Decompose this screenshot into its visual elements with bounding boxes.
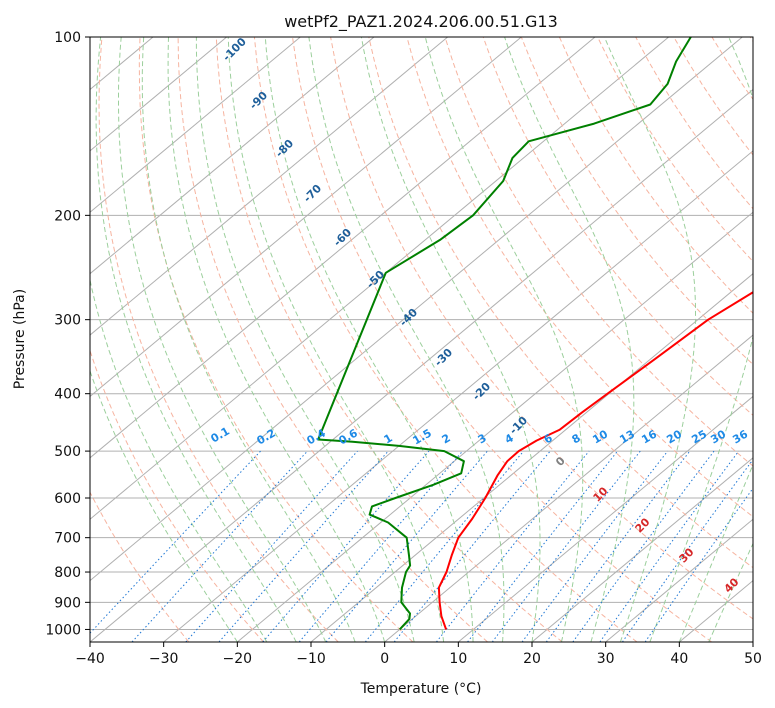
isotherm-line xyxy=(90,37,227,152)
moist-adiabat-line xyxy=(227,37,445,642)
mixing-ratio-line xyxy=(572,450,715,642)
mixing-ratio-line xyxy=(90,450,261,634)
isotherm-line xyxy=(90,37,375,275)
x-axis-label: Temperature (°C) xyxy=(360,681,482,697)
isotherm-line xyxy=(163,150,753,642)
isotherm-line xyxy=(90,37,522,398)
isotherm-lines xyxy=(90,37,753,642)
y-tick-label: 200 xyxy=(54,208,81,224)
moist-adiabat-line xyxy=(118,37,327,642)
mixing-ratio-line xyxy=(521,450,669,642)
moist-adiabat-line xyxy=(424,37,584,642)
dry-adiabat-line xyxy=(292,37,712,642)
x-tick-label: 20 xyxy=(523,651,541,667)
moist-adiabat-line xyxy=(90,369,238,642)
mixing-ratio-line xyxy=(325,450,488,642)
isotherm-line xyxy=(605,518,753,642)
moist-adiabat-line xyxy=(264,37,474,642)
moist-adiabat-line xyxy=(649,37,753,642)
x-tick-label: 30 xyxy=(597,651,615,667)
plot-area: -100-90-80-70-60-50-40-30-20-100.1 0.2 0.4… xyxy=(90,37,753,642)
dry-adiabat-line xyxy=(177,37,488,642)
dry-adiabat-line xyxy=(215,37,563,642)
temperature-profile-line xyxy=(437,291,753,630)
y-tick-label: 1000 xyxy=(45,622,81,638)
y-axis-label: Pressure (hPa) xyxy=(12,289,28,389)
dry-adiabat-line xyxy=(444,37,753,467)
y-tick-label: 600 xyxy=(54,491,81,507)
moist-adiabat-line xyxy=(504,37,635,642)
x-tick-label: −20 xyxy=(223,651,253,667)
dry-adiabat-line xyxy=(520,37,753,366)
mixing-ratio-line xyxy=(393,450,551,642)
moist-adiabat-line xyxy=(95,37,297,642)
moist-adiabat-line xyxy=(167,37,386,642)
y-tick-label: 400 xyxy=(54,387,81,403)
plot-frame xyxy=(89,36,754,643)
mixing-ratio-line xyxy=(621,458,753,642)
x-tick-label: −40 xyxy=(75,651,105,667)
dry-adiabat-lines xyxy=(90,37,753,642)
mixing-ratio-line xyxy=(644,487,753,642)
x-tick-label: −10 xyxy=(296,651,326,667)
dry-adiabat-line xyxy=(406,37,753,518)
isotherm-line xyxy=(237,211,753,642)
dry-adiabat-line xyxy=(330,37,753,620)
moist-adiabat-line xyxy=(603,37,696,642)
moist-adiabat-line xyxy=(195,37,415,642)
isotherm-line xyxy=(90,88,753,642)
isotherm-line xyxy=(90,37,669,520)
y-tick-label: 800 xyxy=(54,565,81,581)
isotherm-line xyxy=(90,37,743,582)
dry-adiabat-line xyxy=(90,348,264,642)
profile-series xyxy=(317,37,753,631)
isotherm-line xyxy=(90,37,596,459)
dry-adiabat-line xyxy=(98,37,339,642)
isotherm-line xyxy=(90,37,301,213)
x-tick-label: 50 xyxy=(744,651,762,667)
dry-adiabat-line xyxy=(368,37,753,569)
x-tick-label: 10 xyxy=(449,651,467,667)
moist-adiabat-line xyxy=(141,37,356,642)
dry-adiabat-line xyxy=(253,37,638,642)
mixing-ratio-line xyxy=(218,450,389,642)
dry-adiabat-line xyxy=(138,37,414,642)
isotherm-line xyxy=(90,37,448,336)
y-axis-ticks: 1000 900 800 700 600 500 400 300 200 100 xyxy=(45,30,90,638)
isotherm-line xyxy=(384,334,753,642)
isotherm-line xyxy=(531,457,753,642)
mixing-ratio-line xyxy=(599,450,740,642)
y-tick-label: 100 xyxy=(54,30,81,46)
isotherm-line xyxy=(458,395,753,642)
mixing-ratio-line xyxy=(545,450,691,642)
x-tick-label: 0 xyxy=(380,651,389,667)
chart-title: wetPf2_PAZ1.2024.206.00.51.G13 xyxy=(284,12,558,32)
moist-adiabat-lines xyxy=(90,37,753,642)
x-axis-ticks: −40 −30 −20 −10 0 10 20 30 40 50 xyxy=(75,642,762,667)
moist-adiabat-line xyxy=(360,37,541,642)
mixing-ratio-line xyxy=(364,450,524,642)
mixing-ratio-line xyxy=(131,450,308,642)
mixing-ratio-line xyxy=(185,450,358,642)
x-tick-label: −30 xyxy=(149,651,179,667)
y-tick-label: 300 xyxy=(54,313,81,329)
mixing-ratio-line xyxy=(436,450,590,642)
mixing-ratio-lines xyxy=(90,450,753,642)
y-tick-label: 900 xyxy=(54,595,81,611)
moist-adiabat-line xyxy=(308,37,505,642)
y-tick-label: 700 xyxy=(54,531,81,547)
dewpoint-profile-line xyxy=(317,37,692,631)
x-tick-label: 40 xyxy=(670,651,688,667)
y-tick-label: 500 xyxy=(54,444,81,460)
